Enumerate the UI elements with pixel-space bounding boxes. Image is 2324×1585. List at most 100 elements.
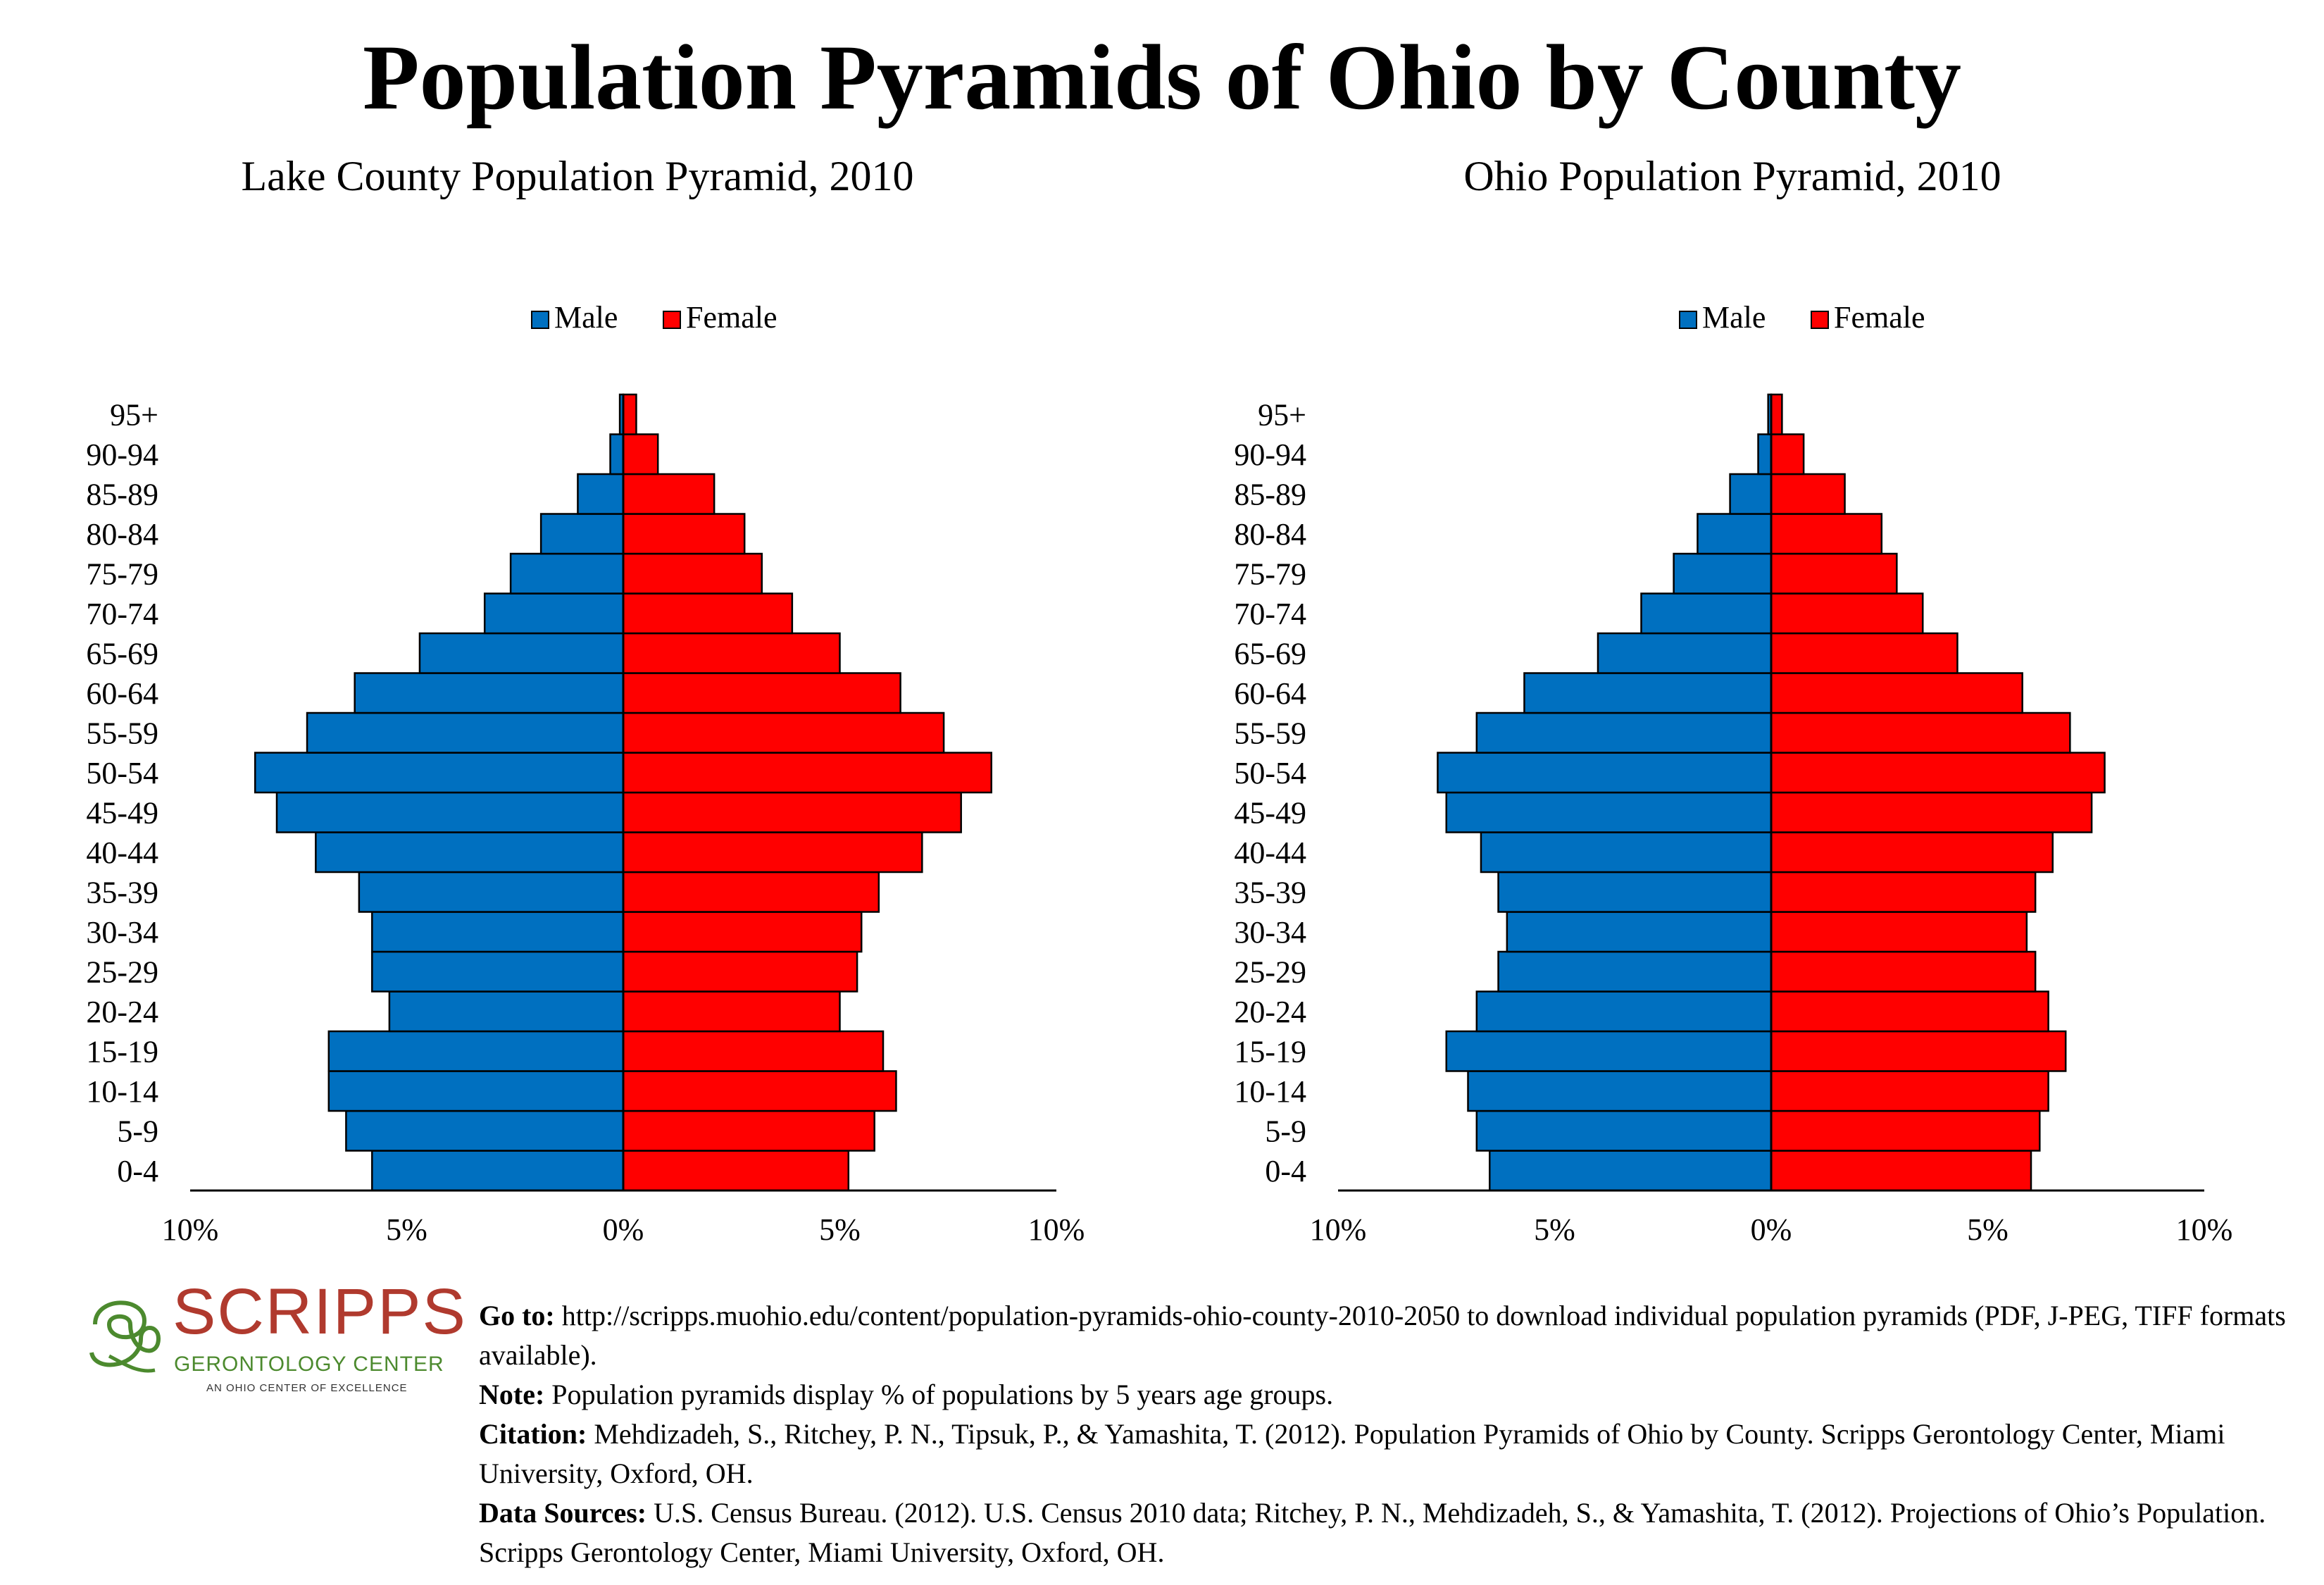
female-bar-75-79 (622, 552, 763, 595)
male-bar-5-9 (345, 1110, 625, 1152)
goto-note: Go to: http://scripps.muohio.edu/content… (479, 1296, 2310, 1375)
male-bar-5-9 (1475, 1110, 1773, 1152)
male-bar-90-94 (609, 433, 625, 476)
lake-county-pyramid-chart: Male Female 0-4 5-9 10-14 15-19 20-24 25-29 30-3… (86, 300, 1085, 1247)
goto-text: http://scripps.muohio.edu/content/popula… (479, 1300, 2286, 1371)
note-label: Note: (479, 1379, 545, 1410)
male-bar-45-49 (1445, 791, 1773, 833)
age-tick-label: 15-19 (86, 1034, 158, 1069)
female-bar-40-44 (1770, 831, 2054, 874)
logo-tagline-text: AN OHIO CENTER OF EXCELLENCE (206, 1382, 408, 1394)
x-tick-label: 0% (1751, 1212, 1792, 1247)
male-bar-50-54 (254, 752, 625, 794)
age-tick-label: 20-24 (86, 995, 158, 1029)
age-tick-label: 85-89 (86, 477, 158, 511)
age-tick-label: 45-49 (1234, 795, 1306, 830)
male-bar-25-29 (1497, 950, 1773, 993)
female-bar-5-9 (1770, 1110, 2041, 1152)
age-tick-label: 35-39 (86, 875, 158, 909)
age-tick-label: 75-79 (1234, 557, 1306, 591)
female-bar-60-64 (622, 672, 901, 714)
male-bar-85-89 (1729, 473, 1773, 515)
scripps-logo: SCRIPPS GERONTOLOGY CENTER AN OHIO CENTE… (81, 1276, 466, 1409)
female-bar-90-94 (622, 433, 659, 476)
age-tick-label: 25-29 (1234, 955, 1306, 989)
male-bar-80-84 (1697, 513, 1773, 555)
female-bar-55-59 (622, 711, 945, 754)
female-bar-30-34 (1770, 911, 2028, 953)
male-bar-15-19 (1445, 1030, 1773, 1072)
male-bar-65-69 (1597, 632, 1773, 674)
age-tick-label: 45-49 (86, 795, 158, 830)
male-bar-75-79 (509, 552, 625, 595)
note-line: Note: Population pyramids display % of p… (479, 1375, 2310, 1415)
lake-chart-title: Lake County Population Pyramid, 2010 (241, 153, 914, 199)
legend-female-swatch (1811, 311, 1829, 329)
male-bar-20-24 (1475, 990, 1773, 1033)
female-bar-5-9 (622, 1110, 875, 1152)
note-text: Population pyramids display % of populat… (551, 1379, 1334, 1410)
x-tick-label: 10% (1028, 1212, 1085, 1247)
male-bar-10-14 (327, 1070, 625, 1112)
age-tick-label: 90-94 (86, 437, 158, 472)
ohio-chart-title: Ohio Population Pyramid, 2010 (1463, 153, 2001, 199)
age-tick-label: 10-14 (1234, 1074, 1306, 1109)
female-bar-90-94 (1770, 433, 1805, 476)
female-bar-75-79 (1770, 552, 1898, 595)
female-bar-65-69 (622, 632, 841, 674)
x-tick-label: 5% (1967, 1212, 2008, 1247)
x-tick-label: 10% (162, 1212, 219, 1247)
age-tick-label: 55-59 (1234, 716, 1306, 750)
male-bar-40-44 (1480, 831, 1773, 874)
age-tick-label: 40-44 (1234, 835, 1306, 870)
female-bar-80-84 (622, 513, 746, 555)
legend-male-label: Male (554, 300, 618, 335)
age-tick-label: 0-4 (1265, 1154, 1306, 1188)
citation-text: Mehdizadeh, S., Ritchey, P. N., Tipsuk, … (479, 1418, 2225, 1489)
female-bar-70-74 (1770, 592, 1924, 635)
female-bar-95+ (1770, 393, 1783, 435)
age-tick-label: 75-79 (86, 557, 158, 591)
female-bar-95+ (622, 393, 637, 435)
scripps-swirl-icon (89, 1300, 161, 1373)
female-bar-15-19 (1770, 1030, 2067, 1072)
male-bar-15-19 (327, 1030, 625, 1072)
female-bar-30-34 (622, 911, 863, 953)
logo-subtitle-text: GERONTOLOGY CENTER (174, 1353, 444, 1376)
x-tick-label: 5% (819, 1212, 861, 1247)
male-bar-30-34 (371, 911, 625, 953)
notes-block: Go to: http://scripps.muohio.edu/content… (479, 1296, 2310, 1572)
legend-female-label: Female (1834, 300, 1925, 335)
female-bar-50-54 (1770, 752, 2106, 794)
age-tick-label: 60-64 (86, 676, 158, 711)
female-bar-40-44 (622, 831, 923, 874)
female-bar-65-69 (1770, 632, 1958, 674)
legend-male-swatch (531, 311, 549, 329)
male-bar-0-4 (1489, 1150, 1773, 1192)
male-bar-0-4 (371, 1150, 625, 1192)
age-tick-label: 80-84 (1234, 517, 1306, 552)
age-tick-label: 30-34 (86, 915, 158, 950)
female-bar-60-64 (1770, 672, 2023, 714)
male-bar-40-44 (315, 831, 625, 874)
male-bar-45-49 (275, 791, 625, 833)
x-tick-label: 0% (603, 1212, 644, 1247)
age-tick-label: 80-84 (86, 517, 158, 552)
male-bar-10-14 (1467, 1070, 1773, 1112)
age-tick-label: 85-89 (1234, 477, 1306, 511)
age-tick-label: 20-24 (1234, 995, 1306, 1029)
x-tick-label: 5% (386, 1212, 427, 1247)
female-bar-35-39 (1770, 871, 2037, 913)
female-bar-10-14 (622, 1070, 897, 1112)
female-bar-85-89 (622, 473, 716, 515)
female-bar-55-59 (1770, 711, 2071, 754)
age-tick-label: 35-39 (1234, 875, 1306, 909)
sources-note: Data Sources: U.S. Census Bureau. (2012)… (479, 1493, 2310, 1572)
female-bar-0-4 (1770, 1150, 2032, 1192)
age-tick-label: 60-64 (1234, 676, 1306, 711)
citation-label: Citation: (479, 1418, 587, 1450)
age-tick-label: 10-14 (86, 1074, 158, 1109)
age-tick-label: 50-54 (1234, 756, 1306, 790)
legend-female-swatch (663, 311, 681, 329)
age-tick-label: 55-59 (86, 716, 158, 750)
